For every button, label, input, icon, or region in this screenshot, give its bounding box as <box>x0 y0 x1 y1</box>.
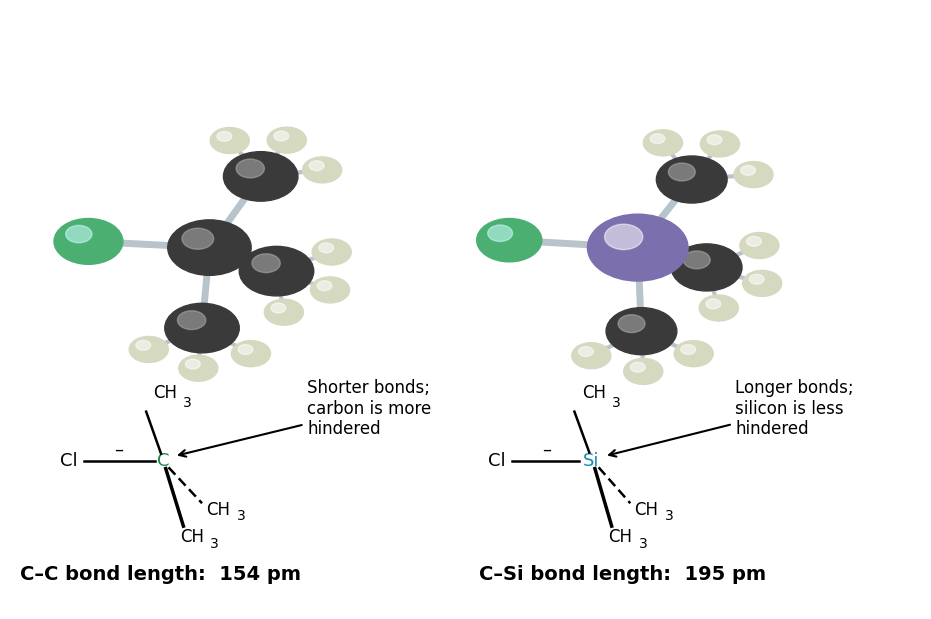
Circle shape <box>643 130 682 156</box>
Text: Cl: Cl <box>488 452 506 470</box>
Circle shape <box>578 347 593 357</box>
Circle shape <box>318 243 333 253</box>
Circle shape <box>606 308 677 355</box>
Circle shape <box>668 163 695 181</box>
Circle shape <box>674 340 713 366</box>
Circle shape <box>683 251 710 269</box>
Text: CH: CH <box>180 528 204 546</box>
Circle shape <box>178 311 206 329</box>
Text: C: C <box>156 452 169 470</box>
Text: Longer bonds;
silicon is less
hindered: Longer bonds; silicon is less hindered <box>609 379 854 457</box>
Text: 3: 3 <box>665 509 673 524</box>
Text: CH: CH <box>206 501 230 519</box>
Circle shape <box>185 359 200 369</box>
Circle shape <box>572 343 611 369</box>
Circle shape <box>54 219 123 264</box>
Circle shape <box>303 157 342 183</box>
Circle shape <box>274 131 289 141</box>
Circle shape <box>264 299 304 325</box>
Text: Shorter bonds;
carbon is more
hindered: Shorter bonds; carbon is more hindered <box>179 379 431 457</box>
Circle shape <box>488 225 512 241</box>
Circle shape <box>734 162 773 188</box>
Circle shape <box>699 295 738 321</box>
Text: –: – <box>114 441 123 459</box>
Text: CH: CH <box>608 528 632 546</box>
Circle shape <box>168 220 251 275</box>
Text: Si: Si <box>583 452 600 470</box>
Text: CH: CH <box>154 384 178 402</box>
Circle shape <box>671 244 742 291</box>
Circle shape <box>252 254 280 272</box>
Circle shape <box>236 159 264 178</box>
Circle shape <box>681 345 695 355</box>
Text: C–C bond length:  154 pm: C–C bond length: 154 pm <box>20 565 302 584</box>
Text: 3: 3 <box>210 537 219 551</box>
Circle shape <box>309 161 324 171</box>
Circle shape <box>66 225 92 243</box>
Circle shape <box>630 362 645 372</box>
Circle shape <box>706 299 721 309</box>
Text: –: – <box>542 441 551 459</box>
Circle shape <box>604 224 642 249</box>
Circle shape <box>179 355 218 381</box>
Circle shape <box>182 228 213 249</box>
Circle shape <box>312 239 351 265</box>
Text: C–Si bond length:  195 pm: C–Si bond length: 195 pm <box>479 565 766 584</box>
Circle shape <box>210 128 250 154</box>
Circle shape <box>624 358 663 384</box>
Circle shape <box>656 156 727 203</box>
Circle shape <box>165 303 239 353</box>
Text: Cl: Cl <box>60 452 77 470</box>
Circle shape <box>650 134 665 144</box>
Circle shape <box>743 271 782 297</box>
Circle shape <box>232 340 271 366</box>
Circle shape <box>700 131 739 157</box>
Text: 3: 3 <box>639 537 647 551</box>
Circle shape <box>310 277 349 303</box>
Text: CH: CH <box>634 501 658 519</box>
Circle shape <box>707 135 722 145</box>
Circle shape <box>238 345 253 355</box>
Circle shape <box>136 340 151 350</box>
Circle shape <box>477 219 542 262</box>
Circle shape <box>239 246 314 296</box>
Text: 3: 3 <box>183 396 192 410</box>
Circle shape <box>271 303 286 313</box>
Circle shape <box>317 281 332 291</box>
Circle shape <box>217 131 232 141</box>
Circle shape <box>749 274 764 284</box>
Circle shape <box>129 337 169 363</box>
Text: 3: 3 <box>236 509 245 524</box>
Circle shape <box>740 233 779 259</box>
Text: 3: 3 <box>612 396 620 410</box>
Circle shape <box>267 127 306 153</box>
Circle shape <box>587 214 688 281</box>
Circle shape <box>741 165 755 175</box>
Text: CH: CH <box>582 384 606 402</box>
Circle shape <box>223 152 298 201</box>
Circle shape <box>747 236 762 246</box>
Circle shape <box>618 314 645 332</box>
